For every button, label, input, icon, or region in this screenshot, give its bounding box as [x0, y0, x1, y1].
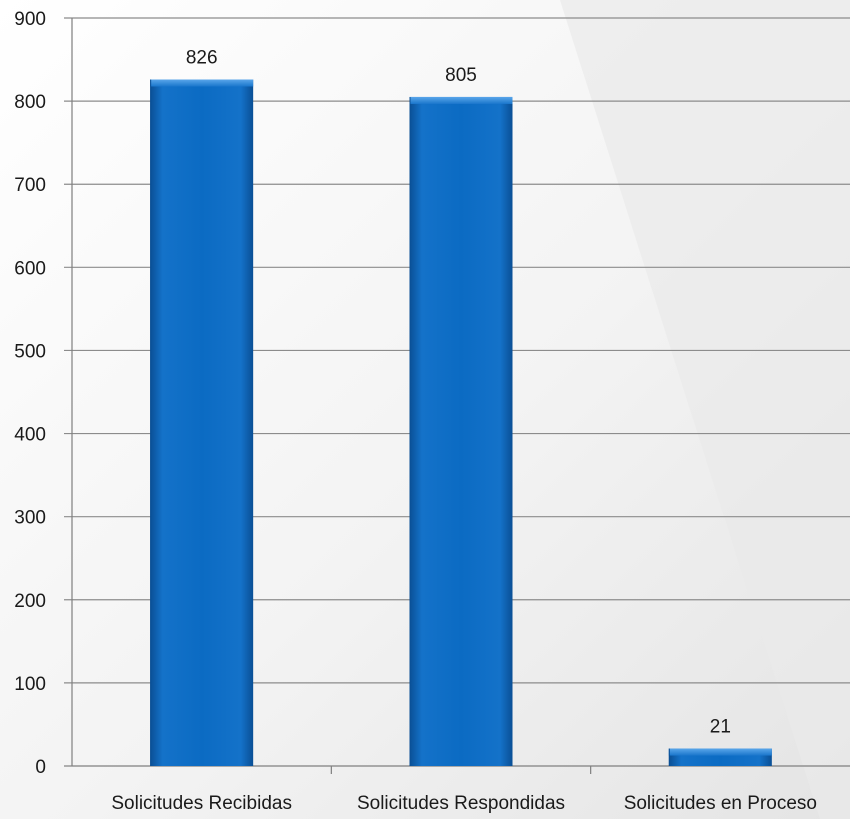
- bar: [150, 79, 254, 767]
- y-tick-label: 800: [14, 92, 46, 113]
- y-tick-label: 200: [14, 591, 46, 612]
- y-tick-label: 100: [14, 674, 46, 695]
- data-label: 805: [445, 65, 477, 86]
- data-label: 21: [710, 717, 731, 738]
- y-tick-label: 300: [14, 508, 46, 529]
- bar-highlight: [150, 79, 254, 87]
- x-category-label: Solicitudes en Proceso: [624, 793, 817, 814]
- background-shade: [560, 0, 850, 819]
- y-tick-label: 400: [14, 425, 46, 446]
- y-tick-label: 900: [14, 9, 46, 30]
- x-category-label: Solicitudes Respondidas: [357, 793, 565, 814]
- data-label: 826: [186, 48, 218, 69]
- bar-highlight: [409, 96, 513, 104]
- bar-highlight: [668, 748, 772, 756]
- y-tick-label: 0: [35, 757, 46, 778]
- bar: [409, 96, 513, 766]
- y-tick-label: 500: [14, 341, 46, 362]
- x-category-label: Solicitudes Recibidas: [111, 793, 292, 814]
- labels: 0 100 200 300 400 500 600 700 800 900 826 Solicitud…: [14, 9, 817, 814]
- y-tick-label: 600: [14, 258, 46, 279]
- bars: [150, 79, 772, 767]
- y-tick-label: 700: [14, 175, 46, 196]
